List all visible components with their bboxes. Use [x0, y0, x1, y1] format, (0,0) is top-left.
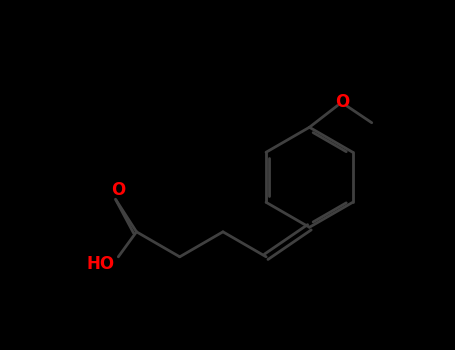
Text: O: O [111, 181, 126, 198]
Text: O: O [335, 93, 349, 111]
Text: HO: HO [87, 255, 115, 273]
